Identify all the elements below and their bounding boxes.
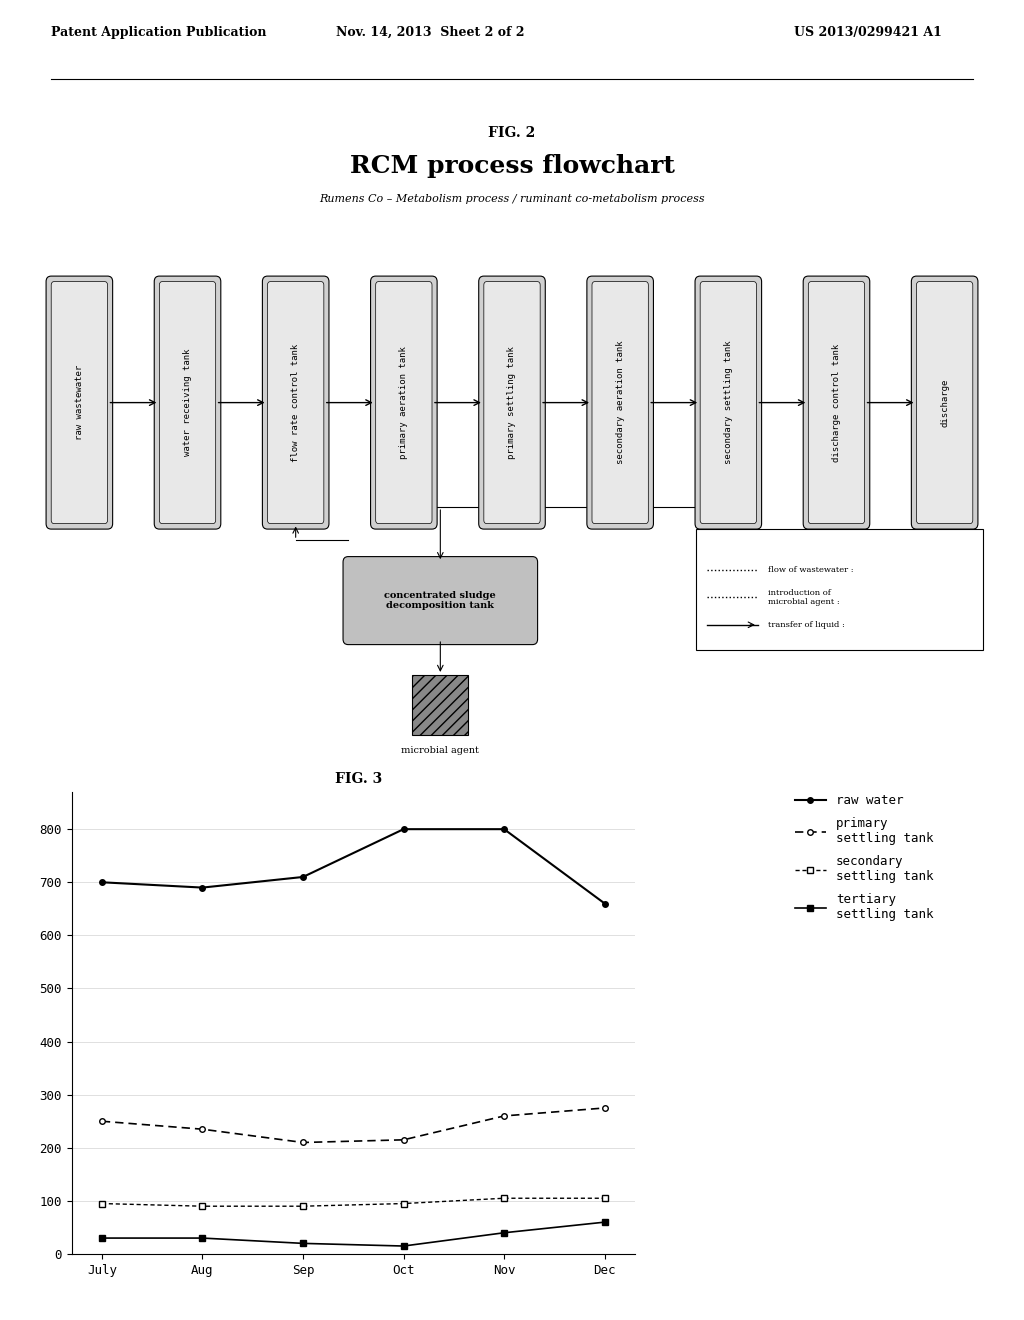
Text: discharge control tank: discharge control tank xyxy=(831,343,841,462)
Text: secondary settling tank: secondary settling tank xyxy=(724,341,733,465)
Text: Patent Application Publication: Patent Application Publication xyxy=(51,26,266,38)
Text: microbial agent: microbial agent xyxy=(401,746,479,755)
Text: primary settling tank: primary settling tank xyxy=(508,346,516,459)
Text: discharge: discharge xyxy=(940,379,949,426)
FancyBboxPatch shape xyxy=(803,276,869,529)
Text: FIG. 2: FIG. 2 xyxy=(488,127,536,140)
FancyBboxPatch shape xyxy=(371,276,437,529)
FancyBboxPatch shape xyxy=(587,276,653,529)
Text: Nov. 14, 2013  Sheet 2 of 2: Nov. 14, 2013 Sheet 2 of 2 xyxy=(336,26,524,38)
Text: Rumens Co – Metabolism process / ruminant co-metabolism process: Rumens Co – Metabolism process / ruminan… xyxy=(319,194,705,205)
Text: RCM process flowchart: RCM process flowchart xyxy=(349,154,675,178)
FancyBboxPatch shape xyxy=(911,276,978,529)
FancyBboxPatch shape xyxy=(696,529,983,651)
Text: secondary aeration tank: secondary aeration tank xyxy=(615,341,625,465)
FancyBboxPatch shape xyxy=(267,281,324,524)
FancyBboxPatch shape xyxy=(262,276,329,529)
Text: primary aeration tank: primary aeration tank xyxy=(399,346,409,459)
FancyBboxPatch shape xyxy=(483,281,541,524)
Text: FIG. 3: FIG. 3 xyxy=(335,772,382,785)
Text: US 2013/0299421 A1: US 2013/0299421 A1 xyxy=(795,26,942,38)
FancyBboxPatch shape xyxy=(343,557,538,644)
FancyBboxPatch shape xyxy=(916,281,973,524)
FancyBboxPatch shape xyxy=(412,675,468,735)
Text: introduction of
microbial agent :: introduction of microbial agent : xyxy=(768,589,840,606)
FancyBboxPatch shape xyxy=(155,276,221,529)
Legend: raw water, primary
settling tank, secondary
settling tank, tertiary
settling tan: raw water, primary settling tank, second… xyxy=(790,789,938,927)
Text: flow rate control tank: flow rate control tank xyxy=(291,343,300,462)
Text: transfer of liquid :: transfer of liquid : xyxy=(768,620,845,628)
Text: concentrated sludge
decomposition tank: concentrated sludge decomposition tank xyxy=(384,591,497,610)
FancyBboxPatch shape xyxy=(592,281,648,524)
FancyBboxPatch shape xyxy=(376,281,432,524)
Text: raw wastewater: raw wastewater xyxy=(75,364,84,441)
FancyBboxPatch shape xyxy=(695,276,762,529)
Text: flow of wastewater :: flow of wastewater : xyxy=(768,566,854,574)
FancyBboxPatch shape xyxy=(51,281,108,524)
Text: water receiving tank: water receiving tank xyxy=(183,348,193,457)
FancyBboxPatch shape xyxy=(700,281,757,524)
FancyBboxPatch shape xyxy=(479,276,546,529)
FancyBboxPatch shape xyxy=(46,276,113,529)
FancyBboxPatch shape xyxy=(160,281,216,524)
FancyBboxPatch shape xyxy=(808,281,864,524)
